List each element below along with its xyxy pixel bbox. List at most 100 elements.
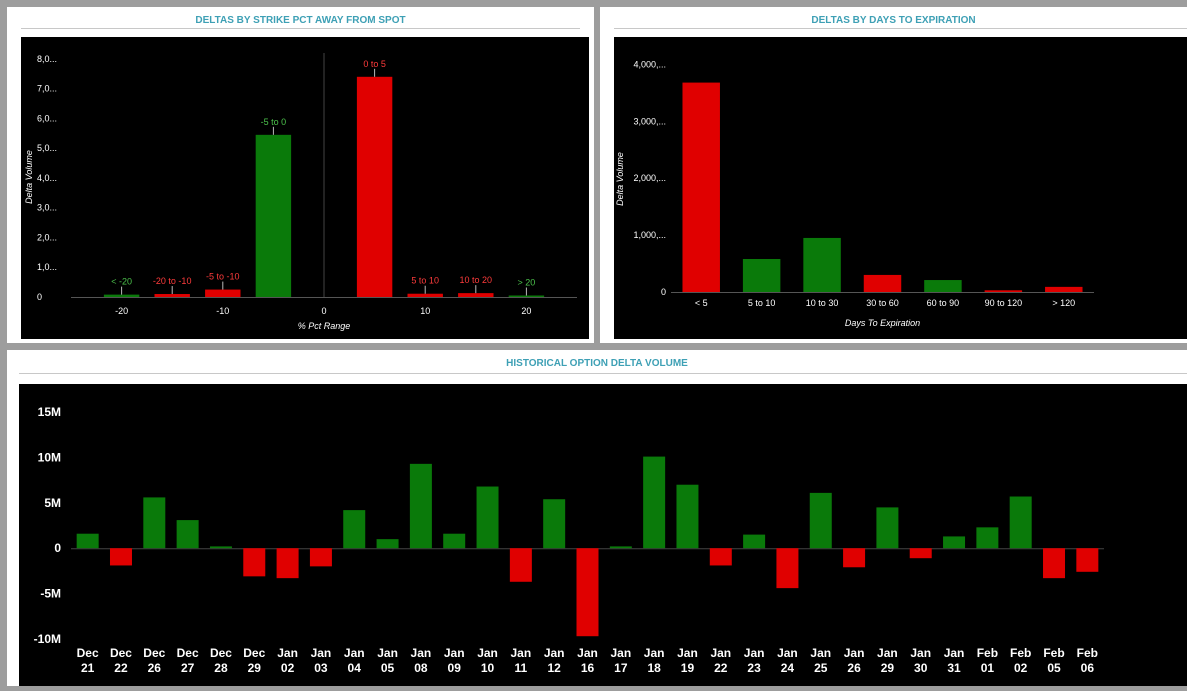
x-tick-label-month: Feb: [1043, 646, 1064, 660]
strike-chart: 0 1,0... 2,0... 3,0... 4,0... 5,0... 6,0... 7,0…: [24, 53, 577, 331]
y-tick-label: 2,0...: [37, 232, 57, 242]
x-tick-label: 30 to 60: [866, 298, 899, 308]
bar: [1043, 548, 1066, 579]
x-tick-label-day: 08: [414, 661, 428, 675]
x-tick-label-day: 02: [1014, 661, 1028, 675]
x-tick-label-day: 17: [614, 661, 628, 675]
strike-panel-divider: [21, 28, 580, 29]
y-tick-label: 0: [661, 287, 666, 297]
y-tick-label: 6,0...: [37, 113, 57, 123]
bar: [476, 486, 499, 549]
x-tick-label-month: Jan: [644, 646, 665, 660]
y-tick-label: 2,000,...: [633, 173, 666, 183]
x-tick-label-day: 09: [448, 661, 462, 675]
x-tick-label: < 5: [695, 298, 708, 308]
history-chart: -10M-5M05M10M15MDec21Dec22Dec26Dec27Dec2…: [34, 405, 1104, 675]
x-tick-label-month: Jan: [477, 646, 498, 660]
bar: [876, 507, 899, 549]
x-tick-label-day: 26: [847, 661, 861, 675]
bar: [205, 289, 241, 297]
x-tick-label: -20: [115, 306, 128, 316]
y-tick-label: 1,000,...: [633, 230, 666, 240]
x-tick-label-day: 10: [481, 661, 495, 675]
y-tick-label: 5,0...: [37, 143, 57, 153]
bar: [909, 548, 932, 559]
bar: [409, 463, 432, 549]
data-label: > 20: [518, 278, 536, 288]
x-tick-label-day: 04: [348, 661, 362, 675]
x-tick-label: 10 to 30: [806, 298, 839, 308]
x-tick-label-month: Dec: [143, 646, 165, 660]
data-label: 10 to 20: [460, 275, 493, 285]
x-tick-label: -10: [216, 306, 229, 316]
bar: [509, 548, 532, 582]
x-tick-label-month: Jan: [877, 646, 898, 660]
history-panel: HISTORICAL OPTION DELTA VOLUME -10M -5M 0 5…: [7, 350, 1187, 686]
bar: [243, 548, 266, 577]
strike-panel-title: DELTAS BY STRIKE PCT AWAY FROM SPOT: [195, 15, 406, 26]
x-tick-label-day: 29: [248, 661, 262, 675]
expiry-panel-divider: [614, 28, 1187, 29]
bar: [407, 293, 443, 297]
x-tick-label-month: Jan: [610, 646, 631, 660]
x-axis-title: % Pct Range: [298, 321, 351, 331]
x-tick-label-day: 27: [181, 661, 195, 675]
data-label: 0 to 5: [363, 59, 386, 69]
bar: [255, 134, 292, 297]
expiry-panel: DELTAS BY DAYS TO EXPIRATION 0 1,000,... 2…: [600, 7, 1187, 343]
x-tick-label: > 120: [1052, 298, 1075, 308]
y-tick-label: 8,0...: [37, 54, 57, 64]
x-tick-label-month: Jan: [710, 646, 731, 660]
x-tick-label-day: 31: [947, 661, 961, 675]
y-tick-label: 10M: [38, 451, 61, 465]
y-tick-label: 15M: [38, 405, 61, 419]
y-tick-label: 0: [54, 541, 61, 555]
y-tick-label: 1,0...: [37, 262, 57, 272]
x-tick-label-day: 21: [81, 661, 95, 675]
x-tick-label-month: Dec: [177, 646, 199, 660]
expiry-panel-title: DELTAS BY DAYS TO EXPIRATION: [811, 15, 976, 26]
x-tick-label-day: 16: [581, 661, 595, 675]
x-tick-label-month: Feb: [977, 646, 998, 660]
bar: [943, 536, 966, 549]
y-tick-label: -5M: [40, 587, 61, 601]
bar: [109, 548, 132, 566]
strike-panel: DELTAS BY STRIKE PCT AWAY FROM SPOT 0 1,0…: [7, 7, 594, 343]
x-tick-label-month: Feb: [1077, 646, 1098, 660]
y-tick-label: 0: [37, 292, 42, 302]
x-tick-label-day: 06: [1081, 661, 1095, 675]
bar: [343, 510, 366, 549]
bar: [984, 290, 1023, 292]
x-tick-label-month: Jan: [511, 646, 532, 660]
x-tick-label-month: Dec: [243, 646, 265, 660]
bar: [976, 527, 999, 549]
x-tick-label-month: Jan: [377, 646, 398, 660]
bar: [676, 484, 699, 549]
expiry-chart: 0 1,000,... 2,000,... 3,000,... 4,000,... < 5…: [615, 59, 1094, 328]
history-chart-area: -10M -5M 0 5M 10M 15M Dec 21 Dec 22 Dec 26 Dec 27 Dec 2…: [19, 384, 1187, 686]
bar: [76, 533, 99, 549]
x-tick-label-day: 23: [747, 661, 761, 675]
x-tick-label-month: Feb: [1010, 646, 1031, 660]
x-tick-label: 60 to 90: [927, 298, 960, 308]
x-tick-label-day: 12: [547, 661, 561, 675]
y-tick-label: 4,0...: [37, 173, 57, 183]
bar: [1076, 548, 1099, 572]
bar: [776, 548, 799, 589]
x-tick-label-month: Jan: [411, 646, 432, 660]
x-tick-label-day: 02: [281, 661, 295, 675]
x-tick-label-month: Jan: [844, 646, 865, 660]
x-tick-label-month: Dec: [77, 646, 99, 660]
x-tick-label-day: 24: [781, 661, 795, 675]
x-tick-label-day: 11: [515, 661, 528, 675]
x-tick-label-day: 29: [881, 661, 895, 675]
bar: [458, 293, 494, 297]
y-tick-label: 3,000,...: [633, 116, 666, 126]
x-tick-label: 20: [521, 306, 531, 316]
x-tick-label-month: Jan: [810, 646, 831, 660]
bar: [843, 548, 866, 568]
x-tick-label-day: 01: [981, 661, 995, 675]
x-tick-label-day: 03: [314, 661, 328, 675]
data-label: -5 to 0: [261, 117, 287, 127]
y-axis-title: Delta Volume: [24, 150, 34, 204]
